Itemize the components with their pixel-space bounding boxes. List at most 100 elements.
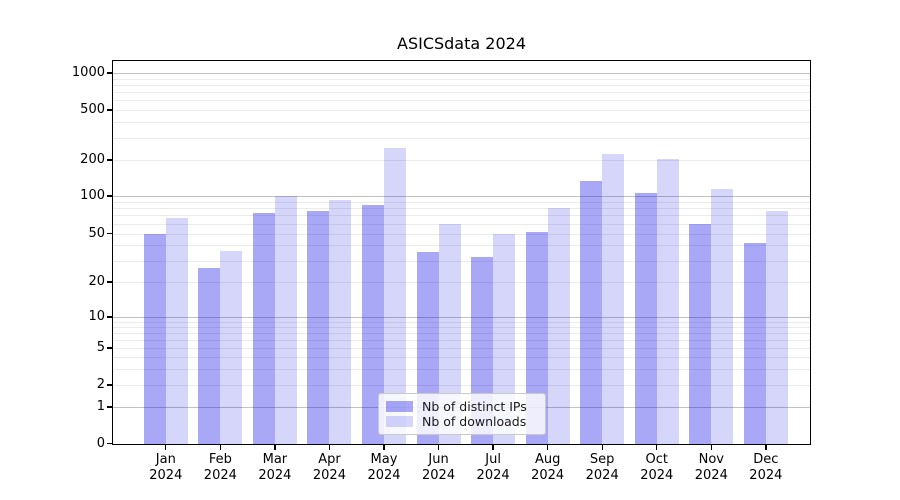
bar-distinct-ips-feb (198, 268, 221, 444)
minor-gridline (113, 245, 810, 247)
x-tick-mark (383, 445, 385, 450)
bar-distinct-ips-sep (580, 181, 603, 444)
y-tick-label: 50 (88, 225, 105, 241)
bar-downloads-apr (329, 199, 352, 444)
x-tick-label-jan: Jan 2024 (149, 452, 183, 483)
x-tick-label-oct: Oct 2024 (640, 452, 674, 483)
legend-swatch-downloads (386, 416, 413, 427)
minor-gridline (113, 233, 810, 235)
y-tick-label: 5 (96, 340, 105, 355)
legend-item-downloads: Nb of downloads (386, 414, 537, 429)
minor-gridline (113, 348, 810, 349)
x-tick-mark (219, 445, 222, 450)
bar-downloads-nov (711, 188, 734, 444)
x-tick-mark (710, 445, 712, 450)
minor-gridline (113, 78, 810, 80)
minor-gridline (113, 385, 810, 386)
bar-downloads-feb (220, 250, 243, 444)
y-tick-mark (107, 347, 112, 349)
x-tick-mark (601, 445, 603, 450)
y-tick-label: 10 (88, 309, 105, 324)
legend: Nb of distinct IPs Nb of downloads (378, 393, 546, 435)
minor-gridline (113, 110, 810, 111)
minor-gridline (113, 368, 810, 370)
bar-distinct-ips-oct (634, 192, 657, 444)
y-tick-mark (107, 316, 112, 318)
minor-gridline (113, 122, 810, 124)
minor-gridline (113, 223, 810, 225)
y-tick-mark (107, 195, 112, 197)
bar-downloads-jun (438, 223, 461, 444)
x-tick-label-jul: Jul 2024 (476, 452, 510, 483)
plot-area (113, 61, 810, 444)
y-tick-label: 100 (80, 188, 105, 203)
minor-gridline (113, 282, 810, 283)
x-tick-label-jun: Jun 2024 (422, 452, 456, 483)
bar-distinct-ips-aug (525, 232, 548, 444)
x-tick-label-sep: Sep 2024 (585, 452, 619, 483)
minor-gridline (113, 100, 810, 102)
y-tick-label: 200 (80, 152, 105, 167)
y-tick-mark (107, 384, 112, 386)
minor-gridline (113, 339, 810, 341)
y-tick-mark (107, 281, 112, 283)
minor-gridline (113, 201, 810, 203)
bar-downloads-aug (547, 208, 570, 444)
x-tick-mark (165, 445, 167, 450)
x-tick-label-dec: Dec 2024 (749, 452, 783, 483)
legend-swatch-distinct-ips (386, 401, 413, 412)
legend-label-distinct-ips: Nb of distinct IPs (422, 399, 527, 414)
minor-gridline (113, 137, 810, 139)
y-tick-mark (107, 232, 112, 235)
chart-title: ASICSdata 2024 (397, 34, 526, 53)
x-tick-label-apr: Apr 2024 (312, 452, 346, 483)
x-tick-mark (765, 445, 767, 450)
y-tick-label: 0 (96, 435, 105, 451)
x-tick-mark (328, 445, 331, 450)
major-gridline (113, 196, 810, 197)
minor-gridline (113, 160, 810, 161)
bar-distinct-ips-nov (689, 223, 712, 444)
minor-gridline (113, 260, 810, 262)
bar-downloads-dec (765, 210, 788, 444)
minor-gridline (113, 332, 810, 334)
bar-downloads-jan (165, 218, 188, 444)
bar-downloads-mar (274, 196, 297, 444)
y-tick-label: 2 (96, 377, 105, 392)
major-gridline (113, 317, 810, 318)
bar-distinct-ips-may (362, 204, 384, 444)
bar-downloads-jul (493, 233, 516, 444)
x-tick-label-feb: Feb 2024 (203, 452, 237, 483)
y-tick-label: 1 (96, 399, 105, 414)
bar-downloads-oct (656, 158, 679, 444)
bar-distinct-ips-jan (143, 233, 166, 444)
legend-item-distinct-ips: Nb of distinct IPs (386, 399, 537, 414)
minor-gridline (113, 321, 810, 323)
bar-distinct-ips-apr (307, 210, 330, 444)
y-tick-label: 500 (80, 102, 105, 117)
y-tick-mark (107, 109, 112, 111)
legend-label-downloads: Nb of downloads (422, 414, 527, 429)
y-tick-mark (107, 406, 112, 408)
minor-gridline (113, 215, 810, 217)
x-tick-label-aug: Aug 2024 (531, 452, 565, 483)
bar-downloads-may (384, 148, 406, 444)
minor-gridline (113, 84, 810, 86)
x-tick-mark (546, 445, 549, 450)
x-tick-mark (492, 445, 494, 450)
x-tick-mark (274, 445, 276, 450)
major-gridline (113, 73, 810, 74)
minor-gridline (113, 92, 810, 94)
x-tick-label-mar: Mar 2024 (258, 452, 292, 483)
minor-gridline (113, 326, 810, 328)
y-tick-mark (107, 159, 112, 161)
y-tick-mark (107, 72, 112, 74)
x-tick-mark (437, 445, 440, 450)
minor-gridline (113, 208, 810, 210)
y-tick-label: 20 (88, 274, 105, 289)
bar-downloads-sep (602, 154, 625, 444)
x-tick-label-nov: Nov 2024 (694, 452, 728, 483)
x-tick-mark (656, 445, 658, 450)
bar-distinct-ips-dec (743, 242, 766, 444)
